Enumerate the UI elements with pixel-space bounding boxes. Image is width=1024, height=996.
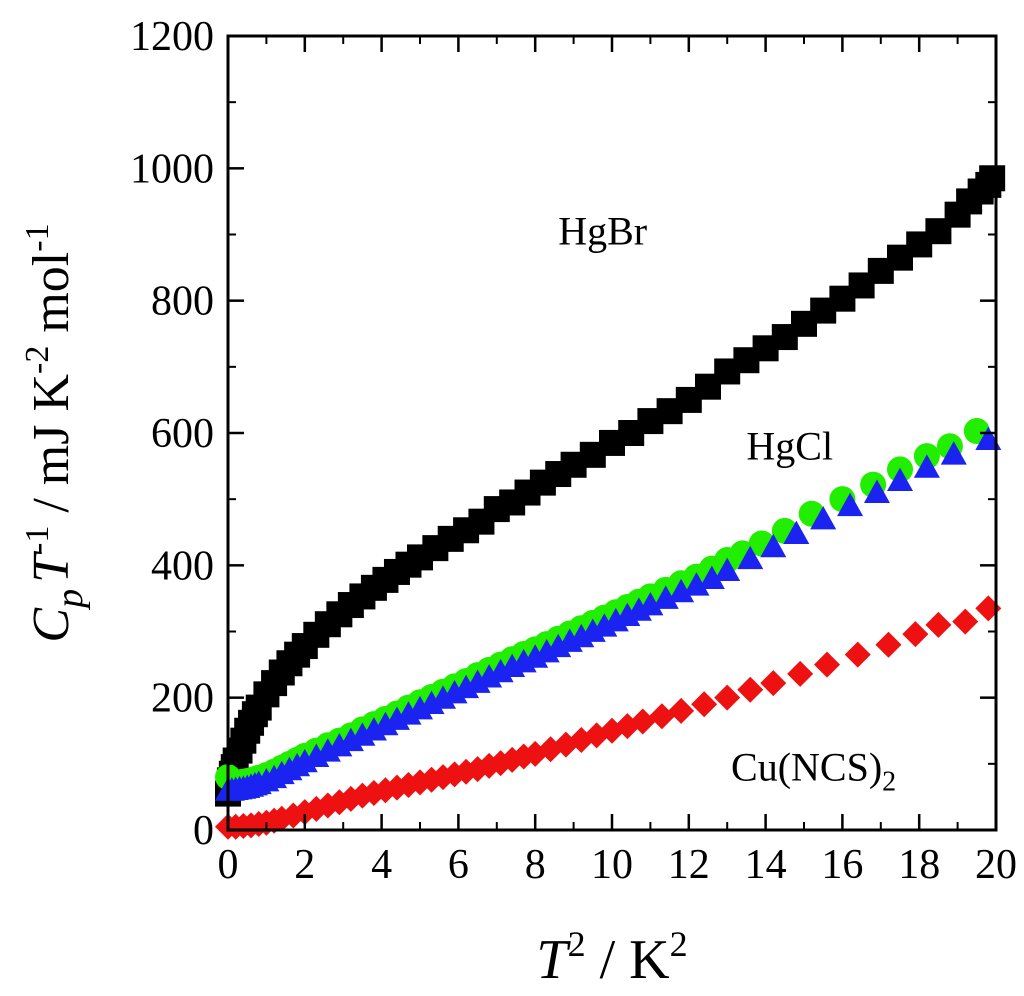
series-label-hgcl: HgCl bbox=[746, 423, 833, 468]
data-point bbox=[887, 467, 913, 492]
plot-area bbox=[215, 34, 1006, 840]
y-tick-label: 0 bbox=[193, 808, 214, 854]
data-point bbox=[691, 691, 718, 718]
series-label-cuncs-sub: 2 bbox=[882, 766, 896, 797]
y-tick-label: 400 bbox=[151, 543, 214, 589]
y-tick-labels: 0 200 400 600 800 1000 1200 bbox=[130, 14, 214, 854]
x-tick-label: 14 bbox=[745, 842, 787, 888]
x-label-var-sup: 2 bbox=[568, 924, 586, 964]
data-point bbox=[810, 506, 837, 530]
y-tick-label: 1000 bbox=[130, 146, 214, 192]
data-point bbox=[814, 651, 841, 678]
data-point bbox=[940, 441, 967, 465]
x-tick-label: 6 bbox=[448, 842, 469, 888]
x-tick-label: 4 bbox=[371, 842, 392, 888]
y-tick-label: 800 bbox=[151, 279, 214, 325]
data-point bbox=[714, 684, 741, 711]
data-point bbox=[979, 165, 1006, 192]
data-point bbox=[737, 545, 764, 570]
data-point bbox=[637, 592, 664, 616]
data-point bbox=[698, 565, 725, 589]
data-point bbox=[683, 572, 710, 596]
data-point bbox=[863, 479, 890, 503]
data-point bbox=[783, 520, 810, 544]
x-tick-label: 16 bbox=[821, 842, 863, 888]
y-label-c-sub: p bbox=[49, 589, 91, 611]
data-point bbox=[652, 585, 679, 609]
data-point bbox=[737, 676, 764, 703]
y-label-c: C bbox=[23, 607, 80, 643]
data-point bbox=[952, 608, 979, 635]
x-axis-label: T2 / K2 bbox=[536, 924, 687, 991]
data-point bbox=[844, 641, 871, 668]
y-label-unit-b-sup: -1 bbox=[19, 223, 56, 251]
data-point bbox=[760, 670, 787, 697]
data-point bbox=[629, 708, 656, 735]
data-point bbox=[925, 611, 952, 638]
data-point bbox=[648, 703, 675, 730]
series-layer bbox=[215, 165, 1006, 840]
x-label-sep: / bbox=[586, 929, 630, 991]
x-tick-label: 12 bbox=[668, 842, 710, 888]
y-label-t: T bbox=[23, 551, 80, 583]
data-point bbox=[875, 631, 902, 658]
data-point bbox=[714, 557, 741, 582]
y-axis-label: CpT-1 / mJ K-2 mol-1 bbox=[19, 223, 91, 642]
x-tick-label: 18 bbox=[898, 842, 940, 888]
x-tick-label: 10 bbox=[591, 842, 633, 888]
x-tick-label: 2 bbox=[294, 842, 315, 888]
y-tick-label: 200 bbox=[151, 676, 214, 722]
x-tick-label: 8 bbox=[525, 842, 546, 888]
y-label-unit-a: / mJ K bbox=[23, 374, 80, 526]
data-point bbox=[913, 454, 940, 478]
y-tick-label: 1200 bbox=[130, 14, 214, 60]
series-square bbox=[215, 165, 1006, 807]
series-label-cuncs-main: Cu(NCS) bbox=[731, 744, 882, 789]
data-point bbox=[902, 621, 929, 648]
data-point bbox=[668, 578, 695, 603]
data-point bbox=[760, 533, 787, 558]
series-diamond bbox=[215, 595, 1002, 840]
x-label-unit-sup: 2 bbox=[670, 924, 688, 964]
data-point bbox=[837, 492, 864, 517]
data-point bbox=[668, 697, 695, 724]
series-triangle bbox=[215, 426, 1002, 801]
x-tick-label: 0 bbox=[218, 842, 239, 888]
y-label-t-sup: -1 bbox=[19, 526, 56, 554]
x-tick-labels: 0 2 4 6 8 10 12 14 16 18 20 bbox=[218, 842, 1018, 888]
x-label-var: T bbox=[536, 929, 571, 991]
y-label-unit-b: mol bbox=[23, 252, 80, 346]
x-label-unit: K bbox=[629, 929, 669, 991]
series-label-cuncs: Cu(NCS)2 bbox=[731, 744, 896, 797]
x-tick-label: 20 bbox=[975, 842, 1017, 888]
series-label-hgbr: HgBr bbox=[558, 208, 647, 253]
data-point bbox=[787, 660, 814, 687]
y-tick-label: 600 bbox=[151, 411, 214, 457]
y-label-unit-a-sup: -2 bbox=[19, 346, 56, 374]
tick-marks bbox=[226, 34, 998, 832]
